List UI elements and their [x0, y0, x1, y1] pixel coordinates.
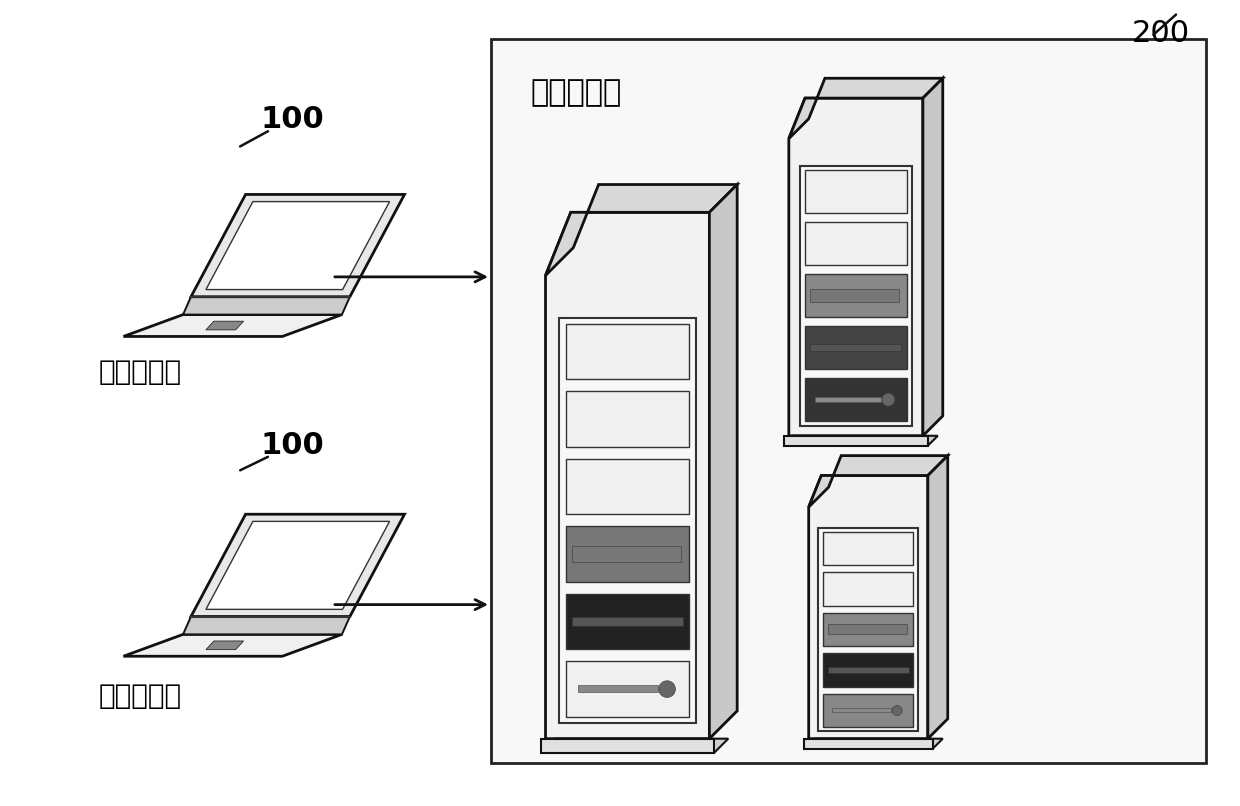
Bar — [810, 289, 899, 302]
Bar — [572, 617, 683, 626]
Polygon shape — [565, 526, 689, 582]
Polygon shape — [804, 738, 942, 749]
Polygon shape — [800, 166, 913, 426]
Polygon shape — [823, 572, 914, 605]
Polygon shape — [805, 222, 906, 265]
Bar — [810, 344, 901, 351]
Polygon shape — [206, 202, 389, 289]
Polygon shape — [184, 297, 350, 314]
Polygon shape — [823, 613, 914, 646]
Polygon shape — [546, 185, 738, 276]
Polygon shape — [541, 738, 714, 753]
Polygon shape — [789, 98, 923, 436]
Polygon shape — [124, 634, 342, 656]
Bar — [832, 708, 890, 713]
Text: 100: 100 — [260, 105, 324, 134]
Polygon shape — [565, 594, 689, 650]
Polygon shape — [818, 528, 919, 731]
Polygon shape — [206, 641, 243, 650]
Polygon shape — [808, 455, 947, 507]
Polygon shape — [804, 738, 932, 749]
Text: 查询客户端: 查询客户端 — [99, 359, 182, 386]
Polygon shape — [124, 314, 342, 336]
Polygon shape — [565, 459, 689, 514]
Polygon shape — [709, 185, 738, 738]
Polygon shape — [805, 274, 906, 317]
Polygon shape — [565, 324, 689, 379]
Text: 查询客户端: 查询客户端 — [99, 682, 182, 710]
Polygon shape — [541, 738, 728, 753]
FancyBboxPatch shape — [491, 39, 1207, 763]
Text: 200: 200 — [1131, 19, 1189, 48]
Polygon shape — [805, 378, 906, 421]
Polygon shape — [565, 662, 689, 717]
Bar — [828, 625, 906, 634]
Circle shape — [658, 681, 676, 697]
Polygon shape — [923, 78, 942, 436]
Polygon shape — [823, 694, 914, 727]
Polygon shape — [565, 391, 689, 447]
Polygon shape — [784, 436, 937, 446]
Bar — [578, 685, 658, 692]
Polygon shape — [823, 654, 914, 687]
Polygon shape — [559, 318, 697, 723]
Polygon shape — [546, 212, 709, 738]
Polygon shape — [184, 617, 350, 634]
Polygon shape — [928, 455, 947, 738]
Polygon shape — [206, 521, 389, 609]
Polygon shape — [191, 194, 404, 297]
Polygon shape — [789, 78, 942, 139]
Polygon shape — [805, 170, 906, 213]
Circle shape — [892, 705, 901, 716]
Bar — [572, 546, 681, 563]
Polygon shape — [784, 436, 928, 446]
Polygon shape — [206, 321, 243, 330]
Polygon shape — [191, 514, 404, 617]
Polygon shape — [808, 476, 928, 738]
Circle shape — [882, 393, 895, 406]
Polygon shape — [823, 532, 914, 565]
Bar — [816, 397, 882, 401]
Bar — [828, 667, 909, 673]
Text: 查询服务端: 查询服务端 — [531, 78, 622, 107]
Polygon shape — [805, 326, 906, 369]
Text: 100: 100 — [260, 430, 324, 459]
